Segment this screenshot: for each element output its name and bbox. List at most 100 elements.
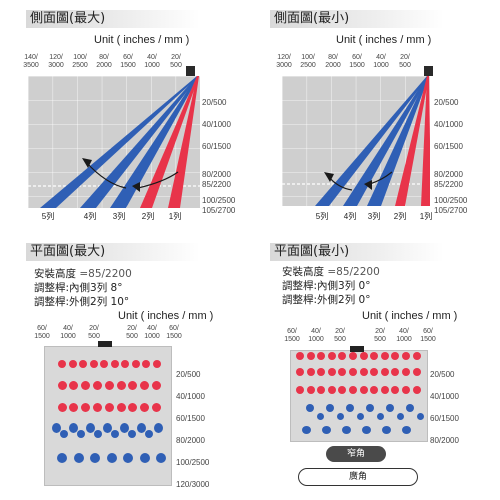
- side-max-beam: [40, 76, 199, 208]
- plan-max-detection-dot: [81, 380, 91, 390]
- plan-min-right-tick: 20/500: [430, 370, 455, 379]
- plan-min-top-tick: 40/1000: [308, 328, 324, 343]
- side-max-right-tick: 85/2200: [202, 180, 231, 189]
- plan-max-detection-dot: [140, 380, 150, 390]
- plan-min-inner: 調整桿:內側3列 0°: [282, 280, 371, 292]
- side-max-column-label: 3列: [112, 212, 126, 221]
- plan-max-detection-dot: [121, 360, 129, 368]
- plan-min-sensor: [350, 346, 364, 352]
- plan-min-detection-dot: [349, 368, 357, 376]
- plan-min-detection-dot: [412, 386, 421, 394]
- plan-min-right-tick: 40/1000: [430, 392, 459, 401]
- side-min-unit-label: Unit ( inches / mm ): [336, 34, 432, 46]
- plan-max-top-tick: 40/1000: [144, 325, 160, 340]
- plan-max-detection-dot: [119, 423, 129, 433]
- plan-max-detection-dot: [51, 423, 61, 433]
- plan-min-detection-dot: [396, 412, 404, 420]
- plan-min-detection-dot: [391, 386, 400, 394]
- plan-max-detection-dot: [142, 360, 150, 368]
- narrow-angle-button[interactable]: 窄角: [326, 446, 386, 462]
- plan-max-detection-dot: [136, 423, 146, 433]
- plan-min-detection-dot: [349, 352, 357, 360]
- plan-max-detection-dot: [104, 402, 114, 412]
- side-max-top-tick: 20/500: [170, 54, 182, 69]
- side-max-unit-label: Unit ( inches / mm ): [94, 34, 190, 46]
- plan-min-title: 平面圖(最小): [270, 243, 444, 261]
- plan-min-detection-dot: [338, 352, 347, 360]
- plan-min-right-tick: 60/1500: [430, 414, 459, 423]
- plan-max-detection-dot: [104, 380, 114, 390]
- plan-min-detection-dot: [359, 386, 368, 394]
- plan-min-top-tick: 20/500: [374, 328, 386, 343]
- plan-max-detection-dot: [156, 453, 166, 463]
- side-max-column-label: 1列: [168, 212, 182, 221]
- side-min-right-tick: 85/2200: [434, 180, 463, 189]
- plan-max-detection-dot: [81, 402, 91, 412]
- side-max-top-tick: 60/1500: [120, 54, 136, 69]
- plan-max-top-tick: 20/500: [126, 325, 138, 340]
- side-max-column-label: 5列: [41, 212, 55, 221]
- plan-min-detection-dot: [327, 386, 336, 394]
- plan-min-detection-dot: [401, 426, 411, 434]
- side-min-column-label: 1列: [419, 212, 433, 221]
- plan-min-detection-dot: [406, 404, 414, 412]
- plan-max-detection-dot: [128, 430, 136, 438]
- plan-min-detection-dot: [380, 352, 389, 360]
- side-max-diagram: [28, 76, 200, 208]
- plan-max-detection-dot: [151, 402, 161, 412]
- plan-min-detection-dot: [317, 368, 326, 376]
- plan-min-detection-dot: [370, 386, 379, 394]
- plan-max-detection-dot: [145, 430, 153, 438]
- plan-min-detection-dot: [317, 352, 326, 360]
- plan-max-right-tick: 40/1000: [176, 392, 205, 401]
- plan-max-inner: 調整桿:內側3列 8°: [34, 282, 123, 294]
- side-min-column-label: 2列: [393, 212, 407, 221]
- plan-min-detection-dot: [366, 404, 374, 412]
- side-max-top-tick: 80/2000: [96, 54, 112, 69]
- side-max-right-tick: 80/2000: [202, 170, 231, 179]
- plan-max-detection-dot: [111, 430, 119, 438]
- side-min-title: 側面圖(最小): [270, 10, 444, 28]
- side-max-right-tick: 20/500: [202, 98, 227, 107]
- side-max-arrow-left: [85, 161, 127, 189]
- side-max-right-tick: 40/1000: [202, 120, 231, 129]
- plan-min-detection-dot: [380, 386, 389, 394]
- side-min-right-tick: 60/1500: [434, 142, 463, 151]
- plan-max-top-tick: 60/1500: [166, 325, 182, 340]
- plan-max-detection-dot: [110, 360, 119, 368]
- plan-min-detection-dot: [321, 426, 331, 434]
- plan-min-detection-dot: [306, 368, 315, 376]
- plan-max-detection-dot: [100, 360, 108, 368]
- plan-max-right-tick: 100/2500: [176, 458, 210, 467]
- wide-angle-button[interactable]: 廣角: [298, 468, 418, 486]
- side-min-beam: [367, 76, 429, 206]
- plan-max-detection-dot: [153, 423, 163, 433]
- plan-min-detection-dot: [306, 352, 315, 360]
- plan-max-detection-dot: [57, 402, 67, 412]
- side-min-beam: [421, 76, 430, 206]
- plan-max-top-tick: 20/500: [88, 325, 100, 340]
- side-max-beam: [168, 76, 199, 208]
- side-min-beam: [315, 76, 429, 206]
- plan-min-detection-dot: [412, 352, 421, 360]
- side-min-sensor: [424, 66, 433, 76]
- plan-max-detection-dot: [60, 430, 68, 438]
- side-max-right-tick: 100/2500: [202, 196, 236, 205]
- plan-max-detection-dot: [116, 402, 126, 412]
- plan-max-detection-dot: [68, 423, 78, 433]
- plan-max-detection-dot: [131, 360, 140, 368]
- side-max-beam: [140, 76, 199, 208]
- side-min-top-tick: 60/1500: [349, 54, 365, 69]
- plan-min-detection-dot: [356, 412, 364, 420]
- plan-min-outer: 調整桿:外側2列 0°: [282, 294, 371, 306]
- side-min-diagram: [282, 76, 430, 206]
- side-max-beam: [80, 76, 199, 208]
- side-min-beam: [343, 76, 429, 206]
- side-min-top-tick: 20/500: [399, 54, 411, 69]
- plan-max-height: 安裝高度 =85/2200: [34, 268, 132, 280]
- plan-min-detection-dot: [391, 352, 400, 360]
- plan-max-detection-dot: [152, 360, 161, 368]
- plan-min-detection-dot: [327, 368, 336, 376]
- plan-min-detection-dot: [327, 352, 336, 360]
- plan-min-detection-dot: [370, 352, 379, 360]
